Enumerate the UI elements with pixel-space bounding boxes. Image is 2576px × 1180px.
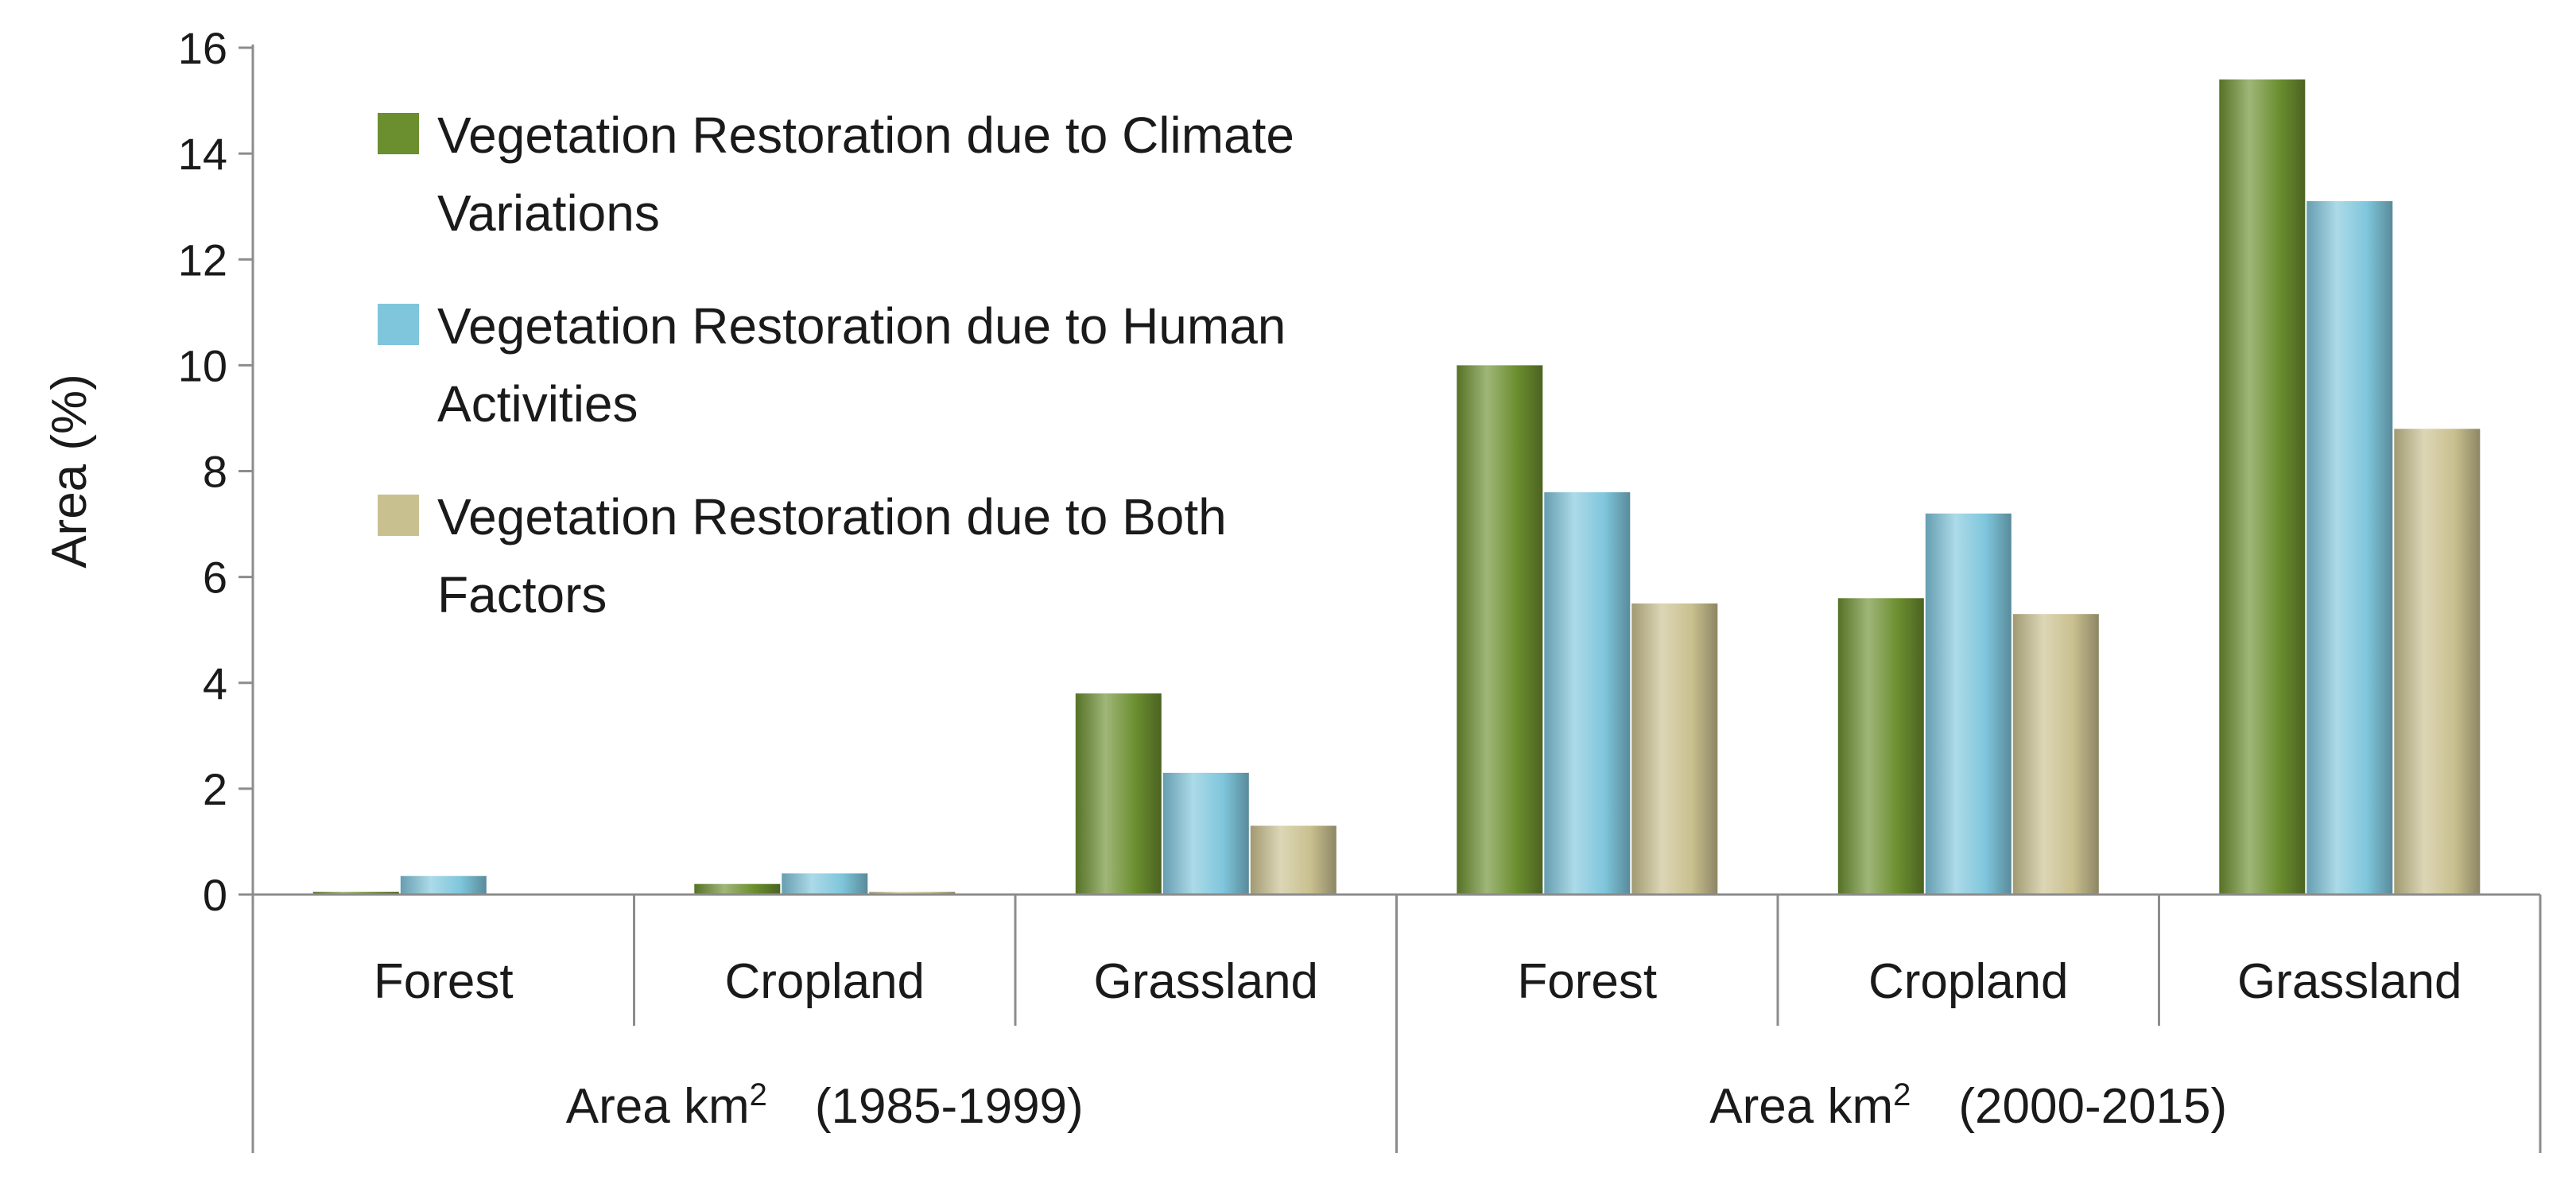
x-group-label: Area km2 (1985-1999) (566, 1077, 1084, 1134)
legend-label: Vegetation Restoration due to Both (437, 488, 1227, 545)
axes-layer: 0 2 4 6 8 10 12 14 16 Area (%) Forest Cropland Grass… (42, 23, 2542, 1153)
bar (1631, 603, 1718, 895)
x-group-label: Area km2 (2000-2015) (1709, 1077, 2227, 1134)
y-tick-label: 14 (178, 129, 227, 179)
y-axis-title: Area (%) (42, 374, 97, 569)
y-tick-label: 0 (203, 870, 227, 920)
bar (2012, 614, 2099, 895)
x-tick-label: Grassland (2237, 954, 2462, 1009)
legend-swatch (378, 304, 419, 345)
bar (1457, 365, 1543, 895)
bar (1075, 693, 1162, 895)
bar (694, 883, 781, 895)
bar (1837, 598, 1924, 895)
bar (869, 891, 956, 895)
x-tick-label: Forest (374, 954, 514, 1009)
y-tick-label: 6 (203, 553, 227, 603)
x-tick-label: Grassland (1093, 954, 1318, 1009)
legend-label: Vegetation Restoration due to Climate (437, 107, 1294, 164)
bar (1544, 492, 1631, 895)
bar (2306, 201, 2393, 895)
x-tick-label: Cropland (724, 954, 925, 1009)
bar (312, 891, 399, 895)
x-tick-label: Forest (1517, 954, 1657, 1009)
y-tick-label: 4 (203, 658, 227, 708)
bar (782, 873, 868, 895)
legend-label: Vegetation Restoration due to Human (437, 297, 1286, 355)
bars-layer (312, 79, 2481, 895)
legend: Vegetation Restoration due to Climate Var… (378, 107, 1294, 623)
bar (2394, 429, 2481, 895)
y-tick-label: 16 (178, 23, 227, 73)
x-tick-label: Cropland (1868, 954, 2069, 1009)
legend-label: Activities (437, 375, 638, 433)
legend-label: Factors (437, 566, 607, 623)
y-tick-label: 8 (203, 447, 227, 497)
legend-label: Variations (437, 184, 660, 242)
bar (1162, 772, 1249, 895)
legend-swatch (378, 495, 419, 536)
legend-swatch (378, 113, 419, 154)
y-tick-label: 10 (178, 340, 227, 390)
bar (1925, 513, 2012, 895)
y-tick-label: 2 (203, 764, 227, 814)
bar (1250, 825, 1336, 895)
bar (2219, 79, 2306, 895)
y-tick-label: 12 (178, 235, 227, 285)
bar (400, 875, 487, 895)
